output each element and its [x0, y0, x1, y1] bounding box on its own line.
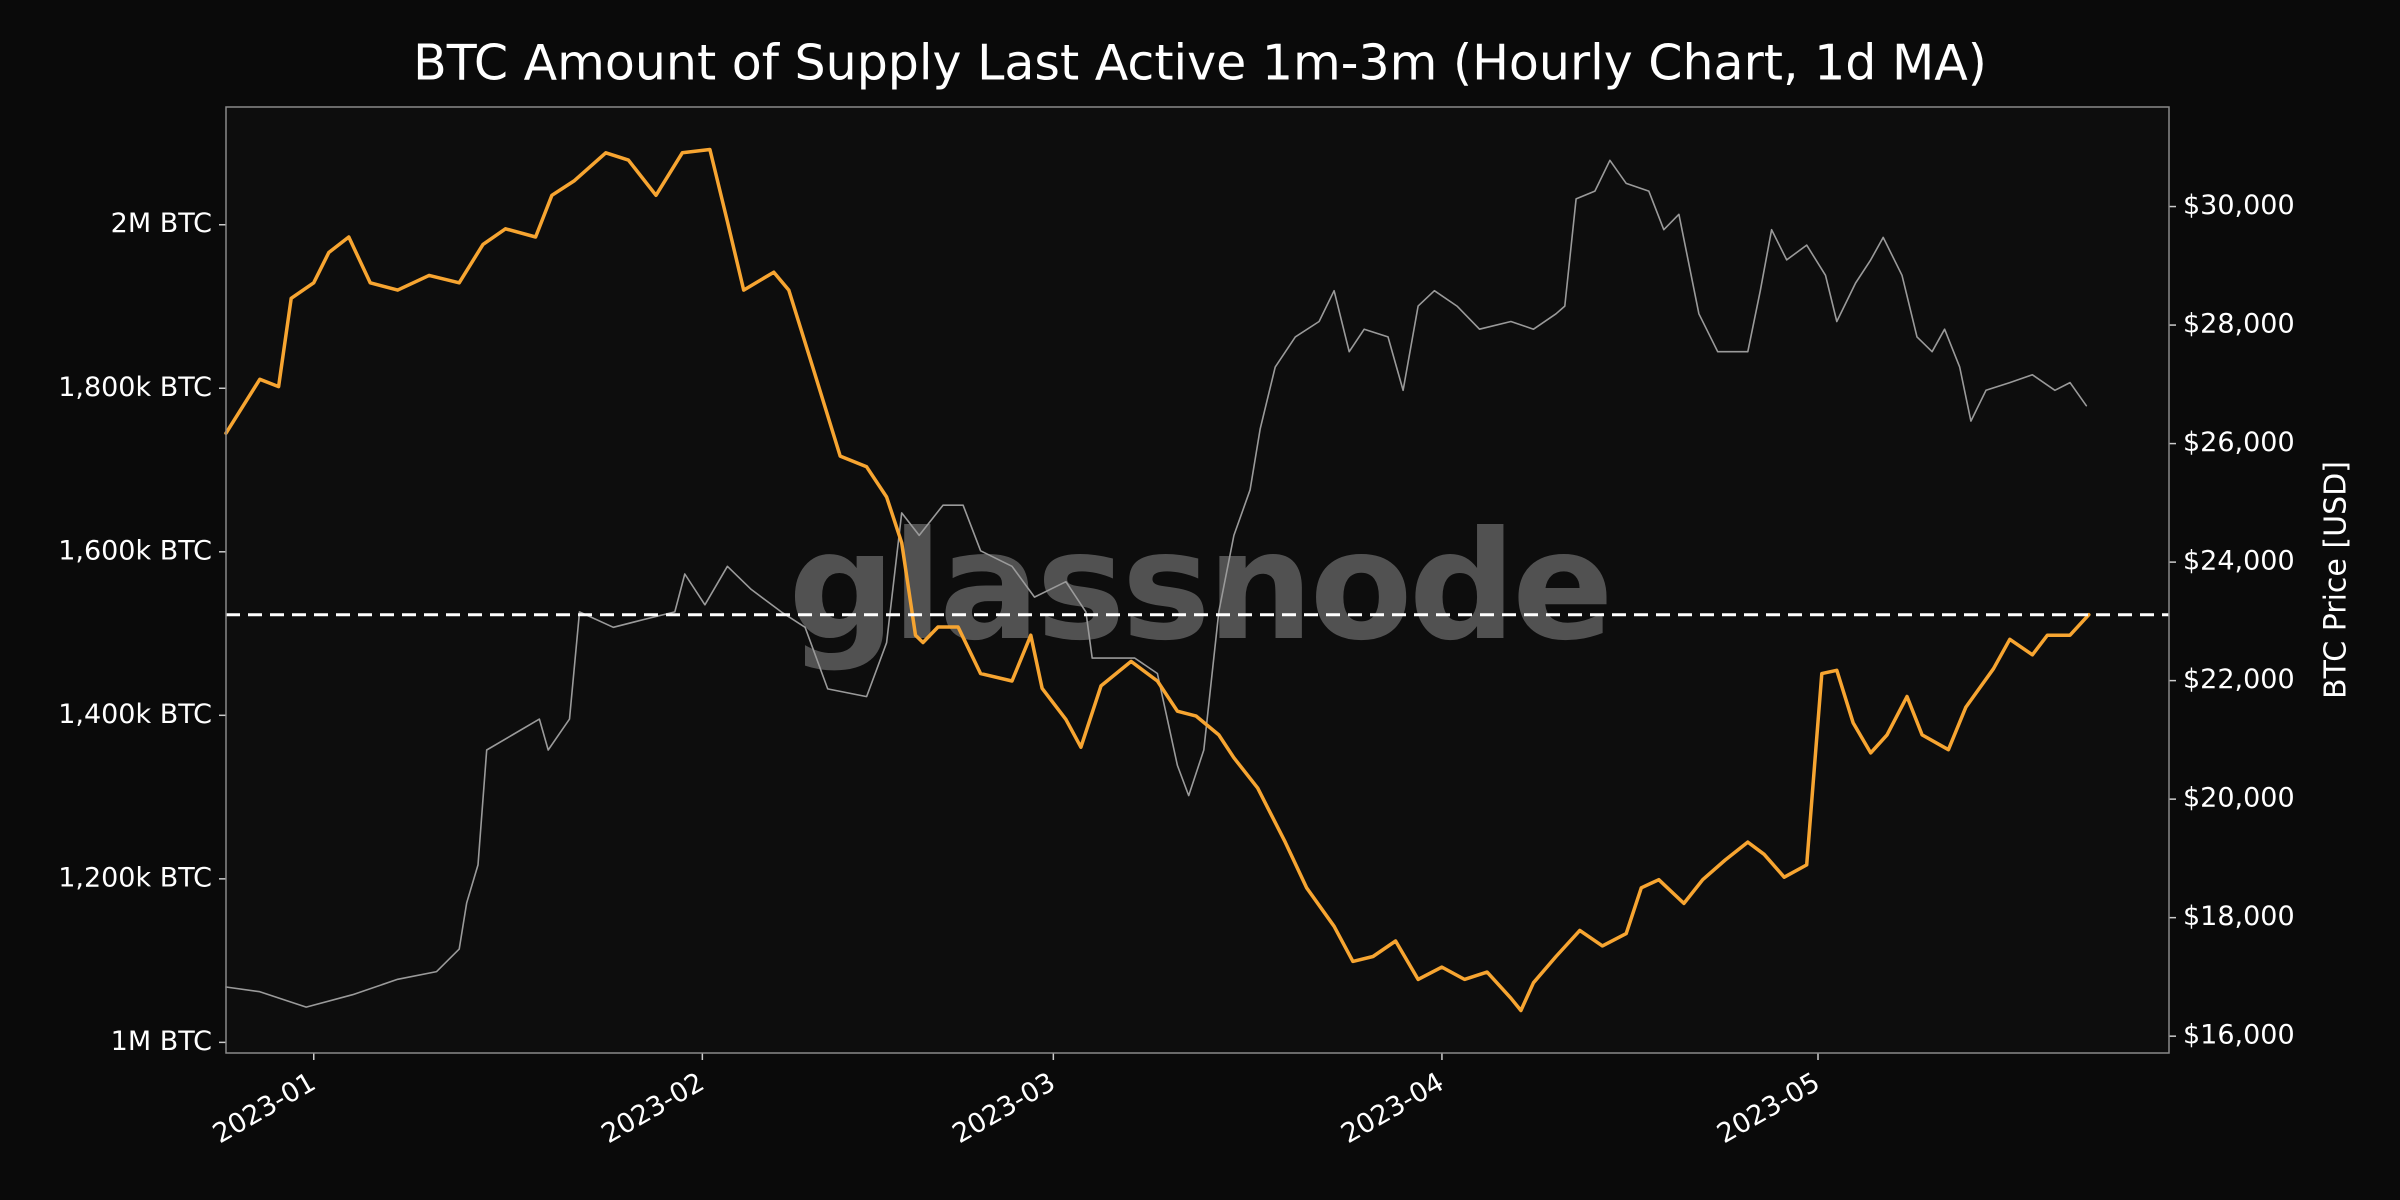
y-tick-label: 1,400k BTC: [58, 699, 212, 730]
y2-axis-label: BTC Price [USD]: [2319, 461, 2354, 699]
y2-tick-label: $24,000: [2183, 546, 2295, 577]
y2-tick-label: $22,000: [2183, 664, 2295, 695]
chart-title: BTC Amount of Supply Last Active 1m-3m (…: [413, 35, 1987, 92]
supply-line: [224, 147, 2091, 1013]
price-line: [225, 159, 2088, 1008]
y-tick-label: 1,600k BTC: [58, 535, 212, 566]
y2-tick-label: $18,000: [2183, 901, 2295, 932]
plot-border: [225, 106, 2170, 1054]
y-tick-label: 1M BTC: [111, 1026, 212, 1057]
y2-tick-label: $28,000: [2183, 309, 2295, 340]
plot-area: [226, 107, 2169, 1053]
y2-tick-label: $20,000: [2183, 783, 2295, 814]
y2-tick-label: $26,000: [2183, 427, 2295, 458]
y-tick-label: 1,800k BTC: [58, 372, 212, 403]
y2-tick-label: $30,000: [2183, 190, 2295, 221]
y2-tick-label: $16,000: [2183, 1020, 2295, 1051]
y-tick-label: 1,200k BTC: [58, 862, 212, 893]
watermark: glassnode: [788, 500, 1610, 674]
y-tick-label: 2M BTC: [111, 208, 212, 239]
